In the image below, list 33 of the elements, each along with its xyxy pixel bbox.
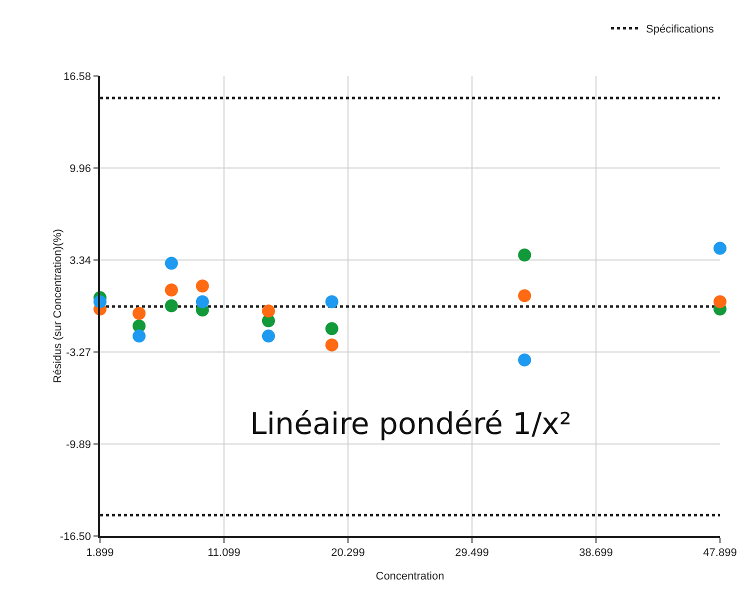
- point: [325, 338, 338, 352]
- y-tick-label: -3.27: [66, 346, 92, 359]
- point: [518, 248, 532, 262]
- point: [164, 284, 178, 297]
- point: [714, 295, 726, 308]
- point: [325, 295, 338, 308]
- y-axis-title: Résidus (sur Concentration)(%): [52, 228, 64, 384]
- x-tick-label: 29.499: [455, 546, 489, 559]
- x-tick-label: 38.699: [579, 546, 613, 559]
- point: [196, 295, 209, 308]
- x-tick-label: 47.899: [703, 546, 737, 559]
- point: [196, 279, 209, 292]
- point: [325, 322, 338, 336]
- point: [518, 289, 532, 302]
- x-axis-title: Concentration: [376, 570, 444, 582]
- point: [714, 242, 726, 255]
- point: [164, 299, 178, 312]
- y-tick-label: 16.58: [64, 70, 92, 83]
- point: [262, 304, 275, 318]
- x-tick-label: 11.099: [208, 546, 240, 559]
- point: [518, 353, 532, 366]
- y-tick-label: -9.89: [66, 438, 92, 451]
- x-tick-label: 20.299: [331, 546, 365, 559]
- y-tick-label: -16.50: [60, 530, 92, 543]
- legend-label: Spécifications: [646, 24, 714, 36]
- point: [132, 306, 146, 320]
- point: [262, 330, 275, 343]
- point: [164, 256, 178, 270]
- y-tick-label: 3.34: [70, 254, 92, 267]
- annotation: Linéaire pondéré 1/x²: [250, 407, 572, 442]
- x-tick-label: 1.899: [86, 546, 114, 559]
- y-tick-label: 9.96: [70, 162, 92, 175]
- point: [132, 330, 146, 343]
